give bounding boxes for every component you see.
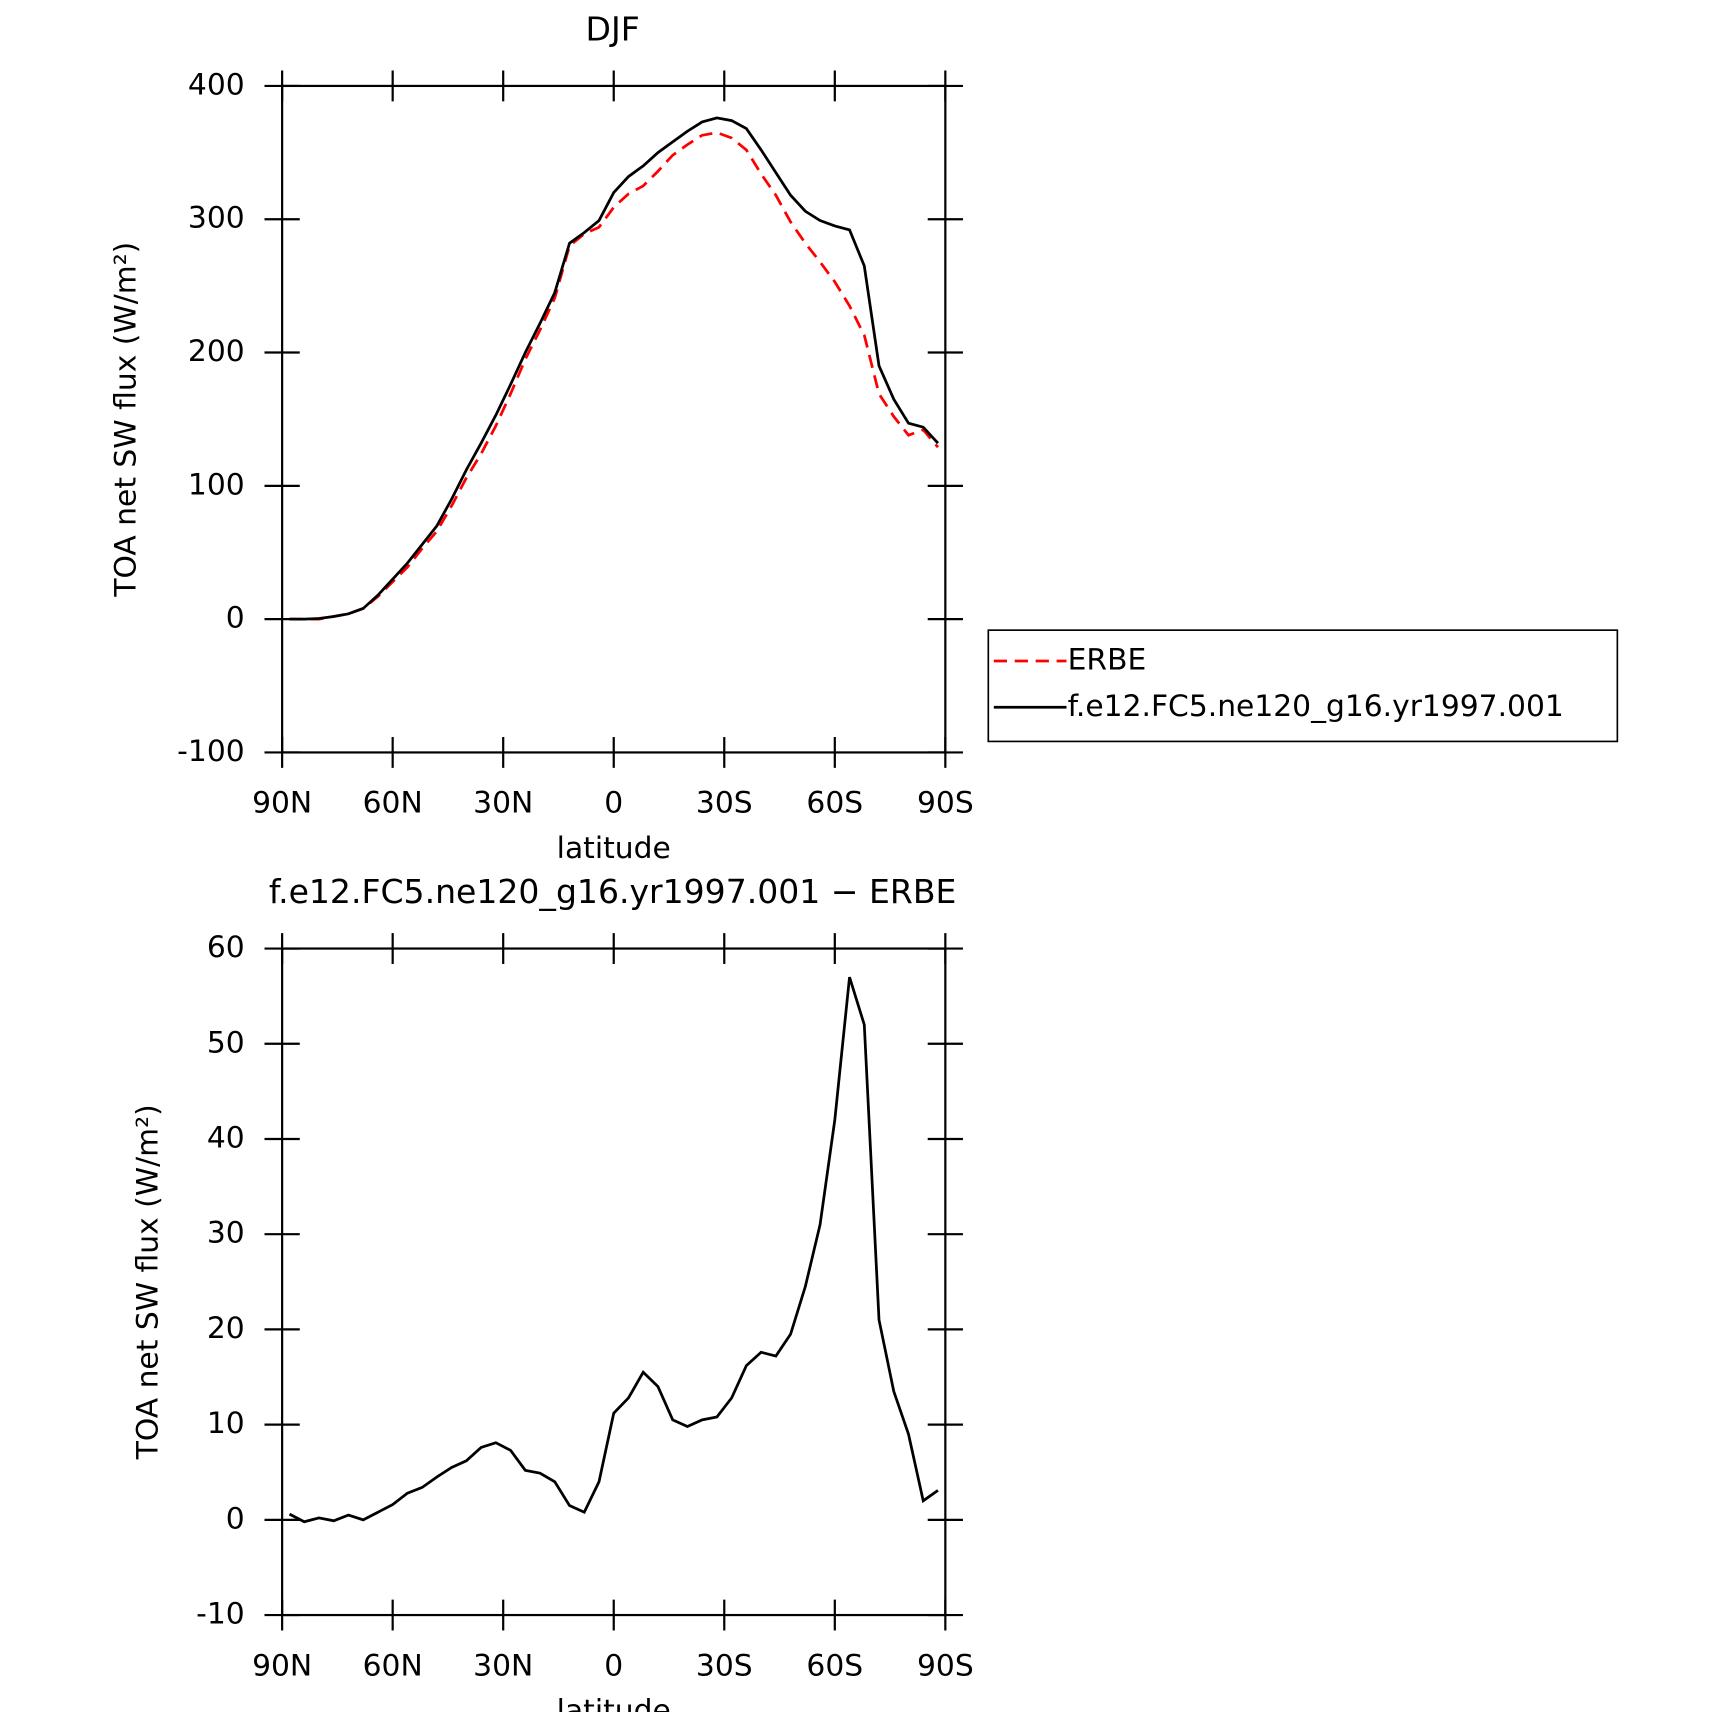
x-tick-label: 60S — [806, 786, 863, 821]
y-tick-label: 300 — [188, 201, 245, 236]
x-tick-label: 30N — [473, 1648, 533, 1683]
x-tick-label: 90S — [917, 1648, 974, 1683]
legend-label: ERBE — [1068, 643, 1147, 678]
x-tick-label: 30S — [696, 1648, 753, 1683]
x-tick-label: 30N — [473, 786, 533, 821]
y-tick-label: 60 — [207, 930, 245, 965]
y-tick-label: 40 — [207, 1120, 245, 1155]
y-axis-label: TOA net SW flux (W/m²) — [130, 1104, 165, 1460]
y-axis-label: TOA net SW flux (W/m²) — [108, 242, 143, 598]
y-tick-label: 50 — [207, 1025, 245, 1060]
x-tick-label: 90S — [917, 786, 974, 821]
x-tick-label: 0 — [604, 786, 623, 821]
data-line — [289, 116, 939, 621]
y-tick-label: 30 — [207, 1216, 245, 1251]
chart-title: DJF — [586, 9, 640, 48]
x-tick-label: 30S — [696, 786, 753, 821]
x-tick-label: 90N — [252, 786, 312, 821]
legend-label: f.e12.FC5.ne120_g16.yr1997.001 — [1068, 689, 1564, 724]
chart-title: f.e12.FC5.ne120_g16.yr1997.001 − ERBE — [269, 872, 957, 911]
x-tick-label: 0 — [604, 1648, 623, 1683]
x-axis-label: latitude — [557, 1693, 671, 1712]
y-tick-label: 400 — [188, 67, 245, 102]
y-tick-label: 0 — [226, 1501, 245, 1536]
x-tick-label: 60N — [363, 1648, 423, 1683]
y-tick-label: 10 — [207, 1406, 245, 1441]
plot-frame — [281, 84, 947, 754]
y-tick-label: 20 — [207, 1311, 245, 1346]
y-tick-label: 0 — [226, 601, 245, 636]
y-tick-label: -10 — [196, 1597, 245, 1632]
x-tick-label: 60S — [806, 1648, 863, 1683]
y-tick-label: 100 — [188, 467, 245, 502]
y-tick-label: -100 — [177, 734, 244, 769]
x-tick-label: 60N — [363, 786, 423, 821]
y-tick-label: 200 — [188, 334, 245, 369]
data-line — [288, 976, 939, 1524]
plot-frame — [281, 947, 947, 1617]
x-tick-label: 90N — [252, 1648, 312, 1683]
legend-box — [987, 629, 1619, 743]
x-axis-label: latitude — [557, 831, 671, 866]
data-line — [289, 131, 940, 621]
